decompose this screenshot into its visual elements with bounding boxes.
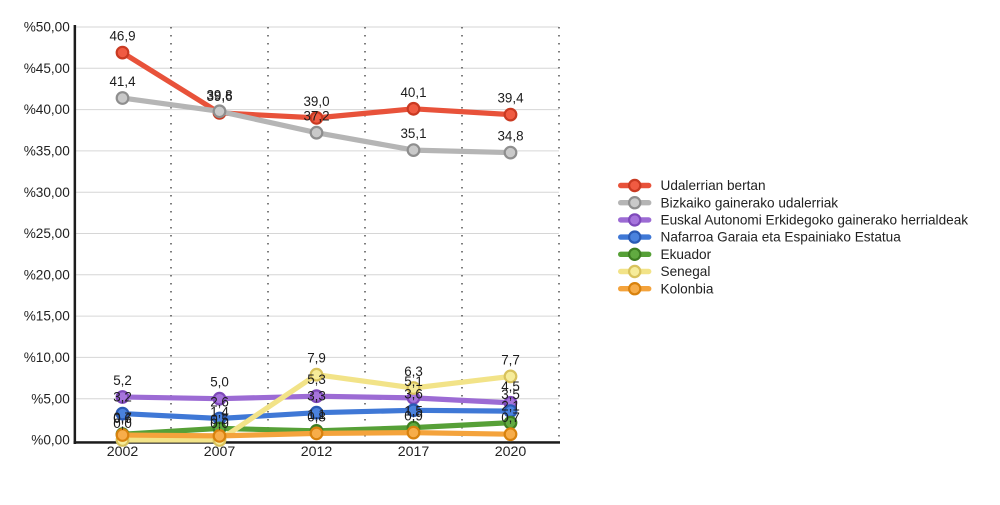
svg-text:2017: 2017 <box>398 444 430 460</box>
svg-text:4,5: 4,5 <box>501 379 520 394</box>
svg-text:37,2: 37,2 <box>303 109 329 124</box>
svg-text:0,8: 0,8 <box>307 409 326 424</box>
svg-text:2020: 2020 <box>495 444 527 460</box>
svg-text:40,1: 40,1 <box>400 85 426 100</box>
svg-text:0,0: 0,0 <box>210 416 229 431</box>
svg-text:6,3: 6,3 <box>404 364 423 379</box>
svg-text:%40,00: %40,00 <box>24 102 71 117</box>
svg-text:1,1: 1,1 <box>307 407 326 422</box>
svg-text:35,1: 35,1 <box>400 126 426 141</box>
svg-text:39,6: 39,6 <box>206 89 232 104</box>
svg-text:%30,00: %30,00 <box>24 185 71 200</box>
svg-text:2012: 2012 <box>301 444 333 460</box>
svg-text:5,2: 5,2 <box>113 373 132 388</box>
svg-text:41,4: 41,4 <box>109 74 136 89</box>
svg-text:%25,00: %25,00 <box>24 226 71 241</box>
svg-text:0,7: 0,7 <box>501 410 520 425</box>
svg-text:%35,00: %35,00 <box>24 144 71 159</box>
svg-text:39,4: 39,4 <box>497 91 524 106</box>
svg-text:Ekuador: Ekuador <box>661 247 712 262</box>
svg-text:%15,00: %15,00 <box>24 309 71 324</box>
svg-text:%45,00: %45,00 <box>24 61 71 76</box>
svg-text:Senegal: Senegal <box>661 264 711 279</box>
svg-text:2,1: 2,1 <box>501 399 520 414</box>
svg-text:1,5: 1,5 <box>404 404 423 419</box>
svg-text:5,3: 5,3 <box>307 372 326 387</box>
svg-text:Udalerrian bertan: Udalerrian bertan <box>661 178 766 193</box>
svg-text:39,0: 39,0 <box>303 94 329 109</box>
svg-text:3,3: 3,3 <box>307 389 326 404</box>
svg-text:3,2: 3,2 <box>113 390 132 405</box>
svg-text:%50,00: %50,00 <box>24 20 71 35</box>
svg-text:46,9: 46,9 <box>109 29 135 44</box>
svg-text:Kolonbia: Kolonbia <box>661 281 714 296</box>
svg-text:3,5: 3,5 <box>501 387 520 402</box>
svg-text:Euskal Autonomi Erkidegoko gai: Euskal Autonomi Erkidegoko gainerako her… <box>661 213 969 228</box>
svg-text:7,7: 7,7 <box>501 352 520 367</box>
svg-text:Bizkaiko gainerako udalerriak: Bizkaiko gainerako udalerriak <box>661 195 839 210</box>
svg-text:2002: 2002 <box>107 444 139 460</box>
svg-text:0,0: 0,0 <box>113 416 132 431</box>
svg-text:0,7: 0,7 <box>113 410 132 425</box>
svg-text:%10,00: %10,00 <box>24 350 71 365</box>
svg-text:0,5: 0,5 <box>210 412 229 427</box>
svg-text:Nafarroa Garaia eta Espainiako: Nafarroa Garaia eta Espainiako Estatua <box>661 230 902 245</box>
svg-text:%5,00: %5,00 <box>31 391 70 406</box>
svg-text:34,8: 34,8 <box>497 129 523 144</box>
svg-text:%0,00: %0,00 <box>31 433 70 448</box>
svg-text:1,4: 1,4 <box>210 404 229 419</box>
svg-text:3,6: 3,6 <box>404 386 423 401</box>
svg-text:5,1: 5,1 <box>404 374 423 389</box>
svg-text:2,6: 2,6 <box>210 395 229 410</box>
svg-text:39,8: 39,8 <box>206 87 232 102</box>
svg-text:0,6: 0,6 <box>113 411 132 426</box>
svg-text:5,0: 5,0 <box>210 375 229 390</box>
svg-text:2007: 2007 <box>204 444 236 460</box>
svg-text:7,9: 7,9 <box>307 351 326 366</box>
svg-text:0,9: 0,9 <box>404 409 423 424</box>
svg-text:%20,00: %20,00 <box>24 267 71 282</box>
